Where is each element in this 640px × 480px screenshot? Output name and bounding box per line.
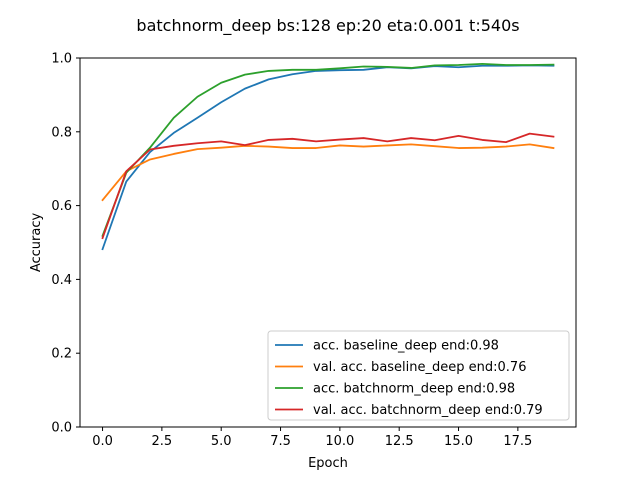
y-tick-label: 0.8	[51, 125, 72, 140]
series-lines	[101, 63, 555, 251]
y-tick-label: 1.0	[51, 52, 72, 67]
y-tick-label: 0.6	[51, 199, 72, 214]
legend-box	[267, 330, 570, 421]
plot-frame	[79, 57, 577, 428]
x-tick-label: 2.5	[152, 434, 173, 449]
x-tick-label: 12.5	[385, 434, 414, 449]
series-line-1	[101, 143, 555, 202]
legend-label-2: acc. batchnorm_deep end:0.98	[313, 382, 515, 397]
legend-label-1: val. acc. baseline_deep end:0.76	[313, 360, 526, 375]
x-tick-label: 0.0	[92, 434, 113, 449]
legend-label-3: val. acc. batchnorm_deep end:0.79	[313, 403, 543, 418]
legend: acc. baseline_deep end:0.98 val. acc. bas…	[267, 330, 570, 421]
x-axis-ticks: 0.0 2.5 5.0 7.5 10.0 12.5 15.0 17.5	[92, 427, 532, 449]
x-tick-label: 10.0	[325, 434, 354, 449]
x-axis-label: Epoch	[308, 456, 348, 471]
series-line-0	[101, 64, 555, 251]
y-tick-label: 0.2	[51, 347, 72, 362]
x-tick-label: 7.5	[270, 434, 291, 449]
x-tick-label: 5.0	[211, 434, 232, 449]
y-axis-label: Accuracy	[29, 213, 44, 273]
y-axis-ticks: 0.0 0.2 0.4 0.6 0.8 1.0	[51, 52, 80, 436]
legend-label-0: acc. baseline_deep end:0.98	[313, 339, 499, 354]
chart-title: batchnorm_deep bs:128 ep:20 eta:0.001 t:…	[136, 16, 519, 36]
series-line-2	[101, 63, 555, 238]
series-line-3	[101, 132, 555, 240]
x-tick-label: 15.0	[444, 434, 473, 449]
y-tick-label: 0.0	[51, 421, 72, 436]
x-tick-label: 17.5	[503, 434, 532, 449]
y-tick-label: 0.4	[51, 273, 72, 288]
